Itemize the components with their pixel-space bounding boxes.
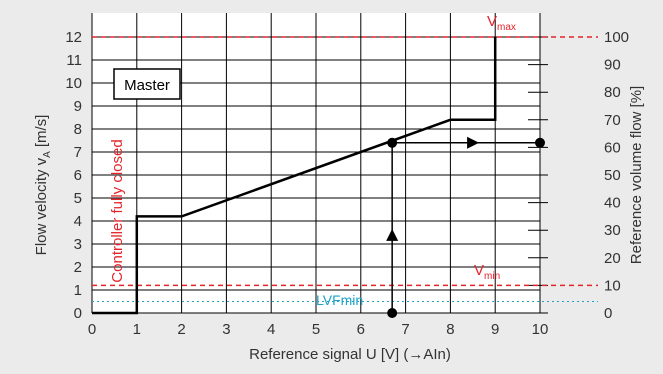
x-tick-label: 3	[222, 321, 230, 338]
y-tick-label: 1	[74, 282, 82, 299]
example-up-arrow	[386, 228, 399, 241]
y2-tick-label: 90	[604, 57, 621, 74]
x-tick-label: 4	[267, 321, 275, 338]
y-tick-label: 11	[66, 52, 82, 69]
y-axis-title-main: Flow velocity v	[33, 157, 50, 255]
y-tick-label: 2	[74, 259, 82, 276]
master-label: Master	[124, 77, 170, 94]
y2-tick-label: 50	[604, 167, 621, 184]
example-curve-point	[387, 137, 398, 148]
y-tick-label: 0	[74, 305, 82, 322]
master-box	[113, 68, 181, 100]
example-start-point	[387, 308, 398, 318]
y2-tick-label: 100	[604, 29, 629, 46]
y2-tick-label: 0	[604, 305, 612, 322]
y2-tick-label: 20	[604, 250, 621, 267]
x-tick-label: 8	[446, 321, 454, 338]
y-tick-label: 8	[74, 121, 82, 138]
controller-closed-label: Controller fully closed	[109, 139, 126, 282]
x-tick-label: 10	[532, 321, 549, 338]
y-tick-label: 12	[65, 29, 82, 46]
vmax-label: Vmax	[487, 13, 516, 33]
annotations	[386, 136, 545, 318]
tick-labels: 0 1 2 3 4 5 6 7 8 9 100123456789101112010203040506…	[65, 29, 629, 338]
grid	[91, 13, 548, 314]
y-axis-title-unit: [m/s]	[33, 115, 50, 148]
lvfmin-label: LVFmin	[316, 292, 363, 308]
vmax-label-main: V	[487, 13, 497, 30]
y2-tick-label: 80	[604, 84, 621, 101]
vmin-label: Vmin	[474, 262, 500, 282]
x-tick-label: 1	[133, 321, 141, 338]
y2-axis-title: Reference volume flow [%]	[628, 86, 645, 264]
y2-tick-label: 60	[604, 139, 621, 156]
curve	[92, 37, 497, 315]
x-tick-label: 7	[401, 321, 409, 338]
x-tick-label: 0	[88, 321, 96, 338]
x-axis-title: Reference signal U [V] (→AIn)	[249, 346, 451, 363]
y2-tick-label: 40	[604, 195, 621, 212]
x-tick-label: 5	[312, 321, 320, 338]
y-tick-label: 9	[74, 98, 82, 115]
example-result-point	[535, 137, 545, 148]
y-axis-title: Flow velocity vA [m/s]	[33, 115, 53, 256]
reference-lines	[92, 36, 598, 302]
vmin-label-sub: min	[484, 271, 500, 282]
x-tick-label: 6	[357, 321, 365, 338]
y-tick-label: 7	[74, 144, 82, 161]
x-tick-label: 9	[491, 321, 499, 338]
y2-tick-label: 30	[604, 222, 621, 239]
example-right-arrow	[467, 136, 480, 149]
y2-tick-label: 10	[604, 277, 621, 294]
y-tick-label: 4	[74, 213, 82, 230]
y-tick-label: 6	[74, 167, 82, 184]
y-tick-label: 3	[74, 236, 82, 253]
vmax-label-sub: max	[497, 22, 516, 33]
y-tick-label: 5	[74, 190, 82, 207]
y2-tick-label: 70	[604, 112, 621, 129]
flow-curve	[92, 37, 497, 315]
vmin-label-main: V	[474, 262, 484, 279]
y-tick-label: 10	[65, 75, 82, 92]
y-axis-title-sub: A	[42, 151, 53, 158]
x-tick-label: 2	[177, 321, 185, 338]
